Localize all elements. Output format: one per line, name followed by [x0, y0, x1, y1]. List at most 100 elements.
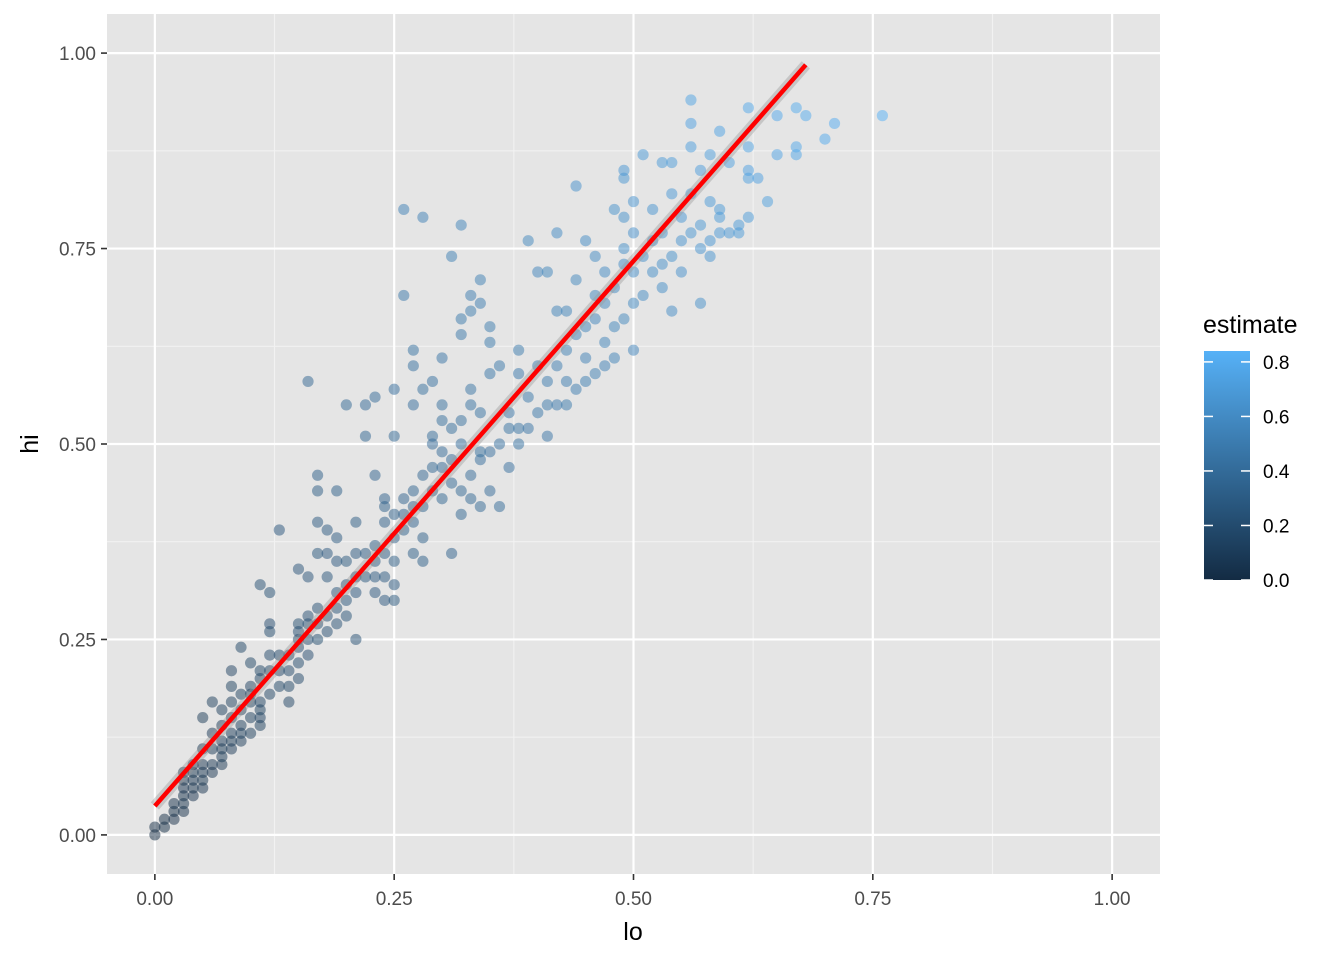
data-point — [714, 125, 726, 137]
data-point — [369, 469, 381, 481]
data-point — [666, 250, 678, 262]
data-point — [589, 313, 601, 325]
data-point — [350, 547, 362, 560]
data-point — [513, 344, 525, 356]
data-point — [704, 250, 716, 262]
data-point — [292, 563, 305, 575]
data-point — [235, 727, 247, 739]
data-point — [359, 430, 372, 442]
data-point — [752, 172, 764, 184]
data-point — [455, 485, 467, 497]
data-point — [340, 610, 352, 622]
data-point — [513, 438, 525, 450]
data-point — [197, 758, 209, 771]
data-point — [493, 438, 506, 450]
data-point — [158, 813, 171, 825]
legend-title: estimate — [1203, 311, 1297, 339]
data-point — [694, 297, 707, 309]
data-point — [187, 774, 199, 786]
legend-tick-label: 0.8 — [1263, 353, 1289, 374]
data-point — [388, 555, 400, 567]
data-point — [264, 618, 276, 630]
data-point — [800, 110, 812, 122]
data-point — [551, 227, 563, 239]
data-point — [465, 399, 477, 411]
data-point — [168, 805, 180, 818]
data-point — [694, 219, 707, 231]
data-point — [465, 383, 477, 395]
data-point — [244, 727, 257, 739]
data-point — [331, 618, 343, 630]
data-point — [484, 368, 496, 380]
data-point — [417, 383, 429, 395]
data-point — [369, 540, 381, 552]
data-point — [436, 399, 448, 411]
data-point — [388, 579, 400, 591]
data-point — [637, 149, 649, 161]
data-point — [225, 743, 238, 755]
data-point — [580, 235, 592, 247]
data-point — [350, 516, 362, 528]
data-point — [541, 266, 553, 278]
data-point — [426, 375, 439, 388]
data-point — [197, 774, 209, 786]
data-point — [417, 469, 429, 481]
data-point — [666, 305, 678, 317]
data-point — [216, 758, 228, 771]
data-point — [675, 211, 687, 223]
data-point — [321, 571, 333, 583]
data-point — [580, 321, 592, 333]
data-point — [225, 696, 238, 708]
data-point — [197, 766, 209, 778]
data-point — [446, 477, 458, 489]
data-point — [149, 829, 161, 841]
data-point — [436, 461, 448, 474]
data-point — [474, 407, 486, 419]
data-point — [244, 680, 257, 692]
x-tick-label: 0.25 — [376, 889, 413, 910]
data-point — [177, 782, 190, 794]
data-point — [446, 547, 458, 560]
data-point — [742, 211, 754, 223]
data-point — [235, 735, 247, 747]
data-point — [388, 383, 400, 395]
data-point — [436, 414, 448, 427]
data-point — [685, 141, 697, 153]
data-point — [599, 266, 611, 278]
data-point — [292, 618, 305, 630]
data-point — [283, 696, 295, 708]
data-point — [714, 203, 726, 216]
data-point — [828, 117, 841, 130]
data-point — [168, 813, 180, 825]
data-point — [541, 430, 553, 442]
data-point — [273, 680, 285, 692]
data-point — [426, 430, 439, 442]
data-point — [618, 172, 630, 184]
data-point — [790, 141, 802, 153]
data-point — [551, 305, 563, 317]
data-point — [407, 399, 419, 411]
data-point — [254, 665, 266, 677]
data-point — [647, 266, 659, 278]
data-point — [168, 798, 180, 810]
data-point — [254, 696, 266, 708]
y-tick-label: 1.00 — [59, 44, 96, 65]
x-tick-label: 0.50 — [615, 889, 652, 910]
data-point — [484, 485, 496, 497]
data-point — [225, 727, 238, 739]
data-point — [187, 766, 199, 778]
data-point — [513, 368, 525, 380]
data-point — [254, 719, 266, 732]
data-point — [321, 524, 333, 536]
data-point — [771, 110, 783, 122]
data-point — [819, 133, 831, 145]
data-point — [503, 407, 515, 419]
data-point — [656, 282, 668, 294]
legend-colorbar — [1204, 351, 1250, 580]
data-point — [206, 758, 218, 771]
data-point — [455, 313, 467, 325]
data-point — [714, 227, 726, 239]
data-point — [283, 665, 295, 677]
data-point — [187, 790, 199, 802]
